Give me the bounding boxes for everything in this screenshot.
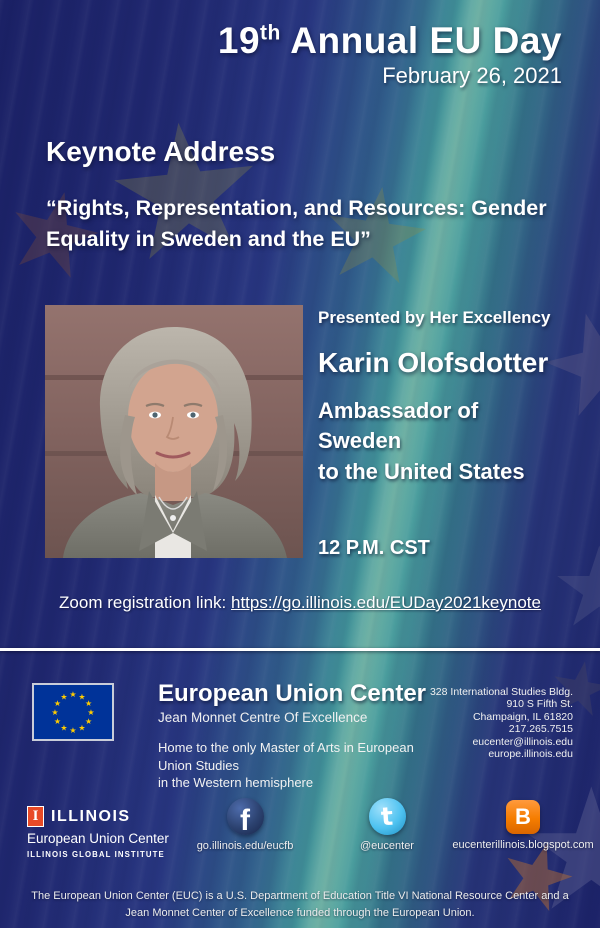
contact-address: 328 International Studies Bldg. 910 S Fi… bbox=[430, 686, 573, 760]
disclaimer-line: Jean Monnet Center of Excellence funded … bbox=[125, 906, 475, 919]
speaker-title-line: Ambassador of bbox=[318, 398, 479, 423]
address-line: 328 International Studies Bldg. bbox=[429, 686, 573, 698]
address-line: 910 S Fifth St. bbox=[506, 698, 573, 711]
registration-label: Zoom registration link: bbox=[59, 593, 227, 612]
illinois-wordmark: ILLINOIS bbox=[51, 807, 131, 825]
svg-text:★: ★ bbox=[51, 708, 58, 717]
presented-by-label: Presented by Her Excellency bbox=[318, 308, 551, 327]
illinois-unit-name: European Union Center bbox=[27, 831, 169, 846]
svg-text:★: ★ bbox=[85, 699, 92, 708]
speaker-title-line: to the United States bbox=[318, 458, 525, 484]
blogger-icon[interactable]: B bbox=[506, 800, 540, 834]
svg-text:★: ★ bbox=[85, 717, 92, 726]
divider-line bbox=[0, 648, 600, 651]
svg-text:★: ★ bbox=[60, 724, 67, 733]
eu-flag-icon: ★ ★ ★ ★ ★ ★ ★ ★ ★ ★ ★ ★ bbox=[32, 683, 114, 741]
svg-text:★: ★ bbox=[54, 717, 61, 726]
svg-text:★: ★ bbox=[87, 708, 94, 717]
svg-text:★: ★ bbox=[78, 692, 85, 701]
speaker-portrait-illustration bbox=[45, 305, 303, 558]
twitter-icon[interactable]: t bbox=[368, 798, 406, 835]
speaker-name: Karin Olofsdotter bbox=[318, 347, 549, 378]
speaker-info: Presented by Her Excellency Karin Olofsd… bbox=[318, 308, 570, 487]
org-subtitle: Jean Monnet Centre Of Excellence bbox=[158, 710, 368, 725]
illinois-institute-name: ILLINOIS GLOBAL INSTITUTE bbox=[27, 850, 165, 859]
ordinal-suffix: th bbox=[260, 21, 281, 45]
org-name: European Union Center bbox=[158, 680, 427, 707]
phone-number: 217.265.7515 bbox=[508, 723, 573, 736]
background-star-icon: ★ bbox=[93, 77, 278, 305]
blogger-link[interactable]: B eucenterillinois.blogspot.com bbox=[443, 798, 600, 851]
twitter-link[interactable]: t @eucenter bbox=[330, 798, 444, 852]
org-tagline-line: Home to the only Master of Arts in Europ… bbox=[158, 740, 414, 773]
illinois-logo: I ILLINOIS European Union Center ILLINOI… bbox=[27, 806, 169, 859]
email-address[interactable]: eucenter@illinois.edu bbox=[472, 735, 573, 748]
twitter-handle[interactable]: @eucenter bbox=[360, 840, 414, 852]
event-date: February 26, 2021 bbox=[382, 63, 562, 88]
website-url[interactable]: europe.illinois.edu bbox=[488, 747, 573, 760]
funding-disclaimer: The European Union Center (EUC) is a U.S… bbox=[0, 888, 600, 921]
address-line: Champaign, IL 61820 bbox=[472, 710, 573, 723]
blogger-label[interactable]: eucenterillinois.blogspot.com bbox=[452, 839, 594, 851]
speaker-title: Ambassador of Sweden to the United State… bbox=[318, 396, 570, 487]
event-title: 19th Annual EU Day bbox=[217, 20, 562, 61]
speaker-title-line: Sweden bbox=[318, 428, 402, 454]
svg-text:★: ★ bbox=[60, 692, 67, 701]
svg-text:★: ★ bbox=[69, 726, 76, 735]
svg-text:★: ★ bbox=[69, 690, 76, 699]
facebook-icon[interactable]: f bbox=[226, 798, 264, 836]
social-links: f go.illinois.edu/eucfb t @eucenter B eu… bbox=[0, 798, 600, 878]
disclaimer-line: The European Union Center (EUC) is a U.S… bbox=[31, 890, 569, 902]
illinois-block-i-icon: I bbox=[27, 806, 44, 827]
registration-link[interactable]: https://go.illinois.edu/EUDay2021keynote bbox=[231, 593, 541, 612]
keynote-heading: Keynote Address bbox=[46, 136, 276, 167]
svg-text:★: ★ bbox=[78, 724, 85, 733]
org-tagline: Home to the only Master of Arts in Europ… bbox=[158, 739, 448, 792]
speaker-photo bbox=[45, 305, 303, 558]
org-tagline-line: in the Western hemisphere bbox=[158, 775, 314, 791]
facebook-link[interactable]: f go.illinois.edu/eucfb bbox=[178, 798, 312, 852]
svg-text:★: ★ bbox=[54, 699, 61, 708]
org-block: European Union Center Jean Monnet Centre… bbox=[158, 680, 448, 792]
facebook-label[interactable]: go.illinois.edu/eucfb bbox=[196, 840, 294, 852]
keynote-topic-quote: “Rights, Representation, and Resources: … bbox=[46, 196, 547, 252]
header: 19th Annual EU Day February 26, 2021 bbox=[218, 20, 562, 89]
registration-line: Zoom registration link: https://go.illin… bbox=[0, 593, 600, 613]
background-star-icon: ★ bbox=[550, 523, 600, 651]
event-time: 12 P.M. CST bbox=[318, 537, 430, 559]
